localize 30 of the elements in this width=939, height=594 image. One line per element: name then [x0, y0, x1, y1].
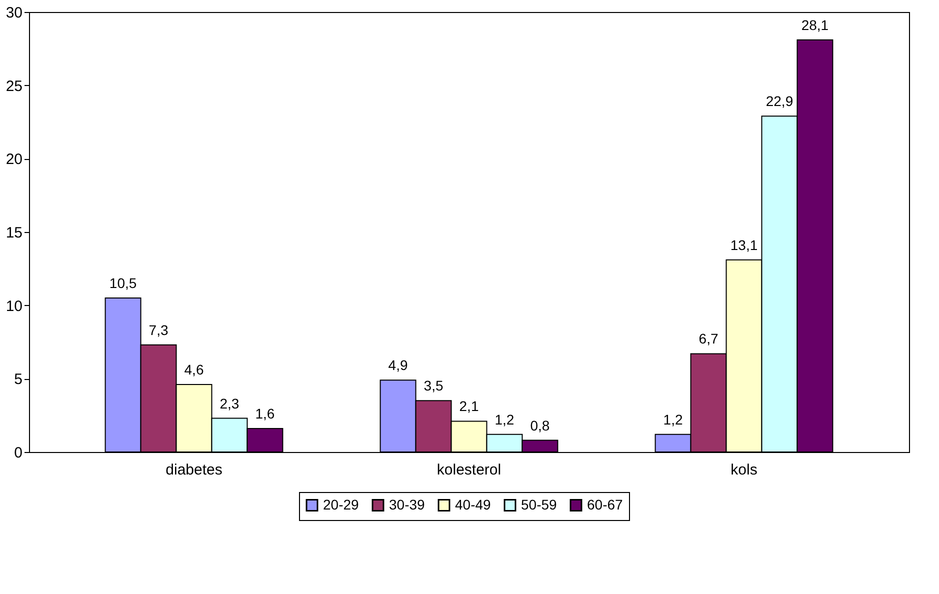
- x-tick-label: kols: [730, 462, 758, 478]
- data-label: 3,5: [424, 378, 444, 394]
- legend-label: 20-29: [323, 496, 360, 512]
- data-label: 13,1: [730, 236, 758, 253]
- data-label: 7,3: [148, 322, 168, 338]
- y-tick-label: 20: [6, 151, 22, 168]
- data-label: 2,3: [220, 395, 240, 412]
- legend-label: 50-59: [521, 496, 558, 512]
- legend-label: 40-49: [455, 496, 492, 512]
- data-label: 4,6: [184, 362, 204, 378]
- data-label: 28,1: [801, 16, 829, 33]
- data-label: 10,5: [109, 275, 137, 291]
- y-tick-label: 5: [14, 371, 22, 388]
- data-label: 1,2: [494, 411, 514, 428]
- data-label: 22,9: [766, 93, 794, 110]
- data-label: 1,6: [255, 406, 275, 422]
- data-label: 1,2: [663, 411, 683, 428]
- y-tick-label: 10: [6, 298, 22, 315]
- y-tick-label: 0: [14, 444, 22, 462]
- legend-label: 30-39: [389, 496, 426, 512]
- x-tick-label: diabetes: [166, 462, 222, 478]
- y-tick-label: 15: [6, 224, 22, 242]
- x-tick-label: kolesterol: [436, 462, 502, 478]
- data-label: 4,9: [388, 357, 408, 374]
- data-label: 6,7: [698, 330, 718, 347]
- data-label: 2,1: [459, 398, 479, 414]
- y-tick-label: 25: [6, 78, 22, 95]
- data-label: 0,8: [530, 417, 550, 434]
- y-tick-label: 30: [6, 4, 22, 22]
- legend-label: 60-67: [587, 496, 624, 512]
